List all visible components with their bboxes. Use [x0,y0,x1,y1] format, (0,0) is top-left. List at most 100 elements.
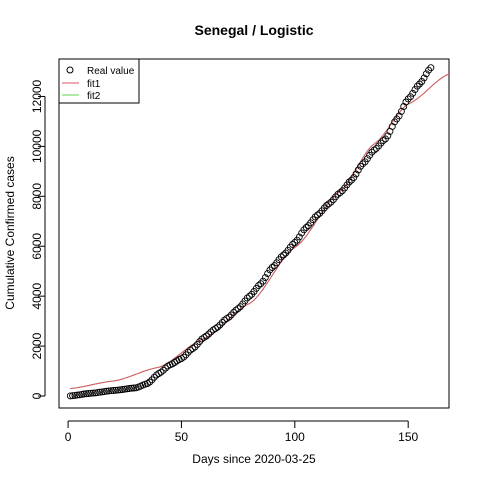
data-point [261,274,269,282]
y-tick-label: 0 [30,392,44,399]
data-point [230,308,238,316]
data-point [202,332,210,340]
data-point [130,384,138,392]
legend-marker-real [66,66,74,74]
data-point [150,373,158,381]
data-point [207,328,215,336]
data-point [368,148,376,156]
data-points [66,64,435,400]
data-point [225,313,233,321]
data-point [96,388,104,396]
data-point [75,391,83,399]
data-point [354,166,362,174]
data-point [218,318,226,326]
data-point [80,390,88,398]
data-point [116,386,124,394]
data-point [94,389,101,397]
legend-label-fit2: fit2 [87,91,101,102]
data-point [409,89,417,97]
data-point [214,323,222,331]
legend-label-fit1: fit1 [87,79,101,90]
data-point [259,277,267,285]
data-point [105,387,113,395]
data-point [66,392,74,400]
data-point [91,389,99,397]
data-point [123,385,131,393]
data-point [119,386,126,393]
legend-box [58,58,140,104]
data-point [345,178,353,186]
data-point [300,226,308,234]
data-point [234,305,242,313]
data-point [411,86,419,94]
data-point [114,386,122,394]
data-point [427,64,435,72]
data-point [264,270,272,278]
data-point [266,266,274,274]
data-point [422,70,430,78]
data-point [404,95,412,103]
y-tick-label: 4000 [30,282,44,309]
series-line-fit1 [70,73,450,389]
data-point [71,391,79,399]
data-point [189,345,197,353]
y-axis-label: Cumulative Confirmed cases [3,156,17,309]
data-point [277,253,285,261]
data-point [255,282,262,290]
data-point [73,391,81,399]
data-point [162,364,170,372]
data-point [107,387,115,395]
data-point [87,389,95,397]
data-point [232,306,240,314]
data-point [379,137,387,145]
data-point [291,239,299,246]
series-line-fit2 [70,73,450,389]
x-axis-label: Days since 2020-03-25 [192,452,316,466]
fit-lines [70,73,450,389]
data-point [350,174,358,182]
data-point [112,386,120,394]
x-tick-label: 100 [285,430,305,444]
x-tick-label: 150 [398,430,418,444]
chart-title: Senegal / Logistic [194,22,313,38]
data-point [82,390,90,398]
data-point [363,155,371,163]
data-point [336,189,344,197]
data-point [157,368,165,376]
axes: 0 50 100 150 0 2000 4000 6000 8000 10000 12000 [30,79,419,444]
data-point [212,325,219,333]
data-point [384,132,392,140]
plot-frame [58,58,450,409]
y-tick-label: 8000 [30,183,44,210]
data-point [289,240,296,248]
data-point [89,389,97,397]
data-point [100,388,108,396]
y-tick-label: 10000 [30,129,44,163]
legend-label-real: Real value [87,66,135,77]
data-point [352,170,360,178]
data-point [325,200,333,208]
x-tick-label: 0 [65,430,72,444]
data-point [184,348,192,356]
data-point [420,74,428,82]
data-point [280,251,287,259]
data-point [243,294,251,302]
data-point [246,292,253,300]
data-point [370,146,378,154]
data-point [268,264,276,271]
data-point [323,202,331,209]
legend: Real value fit1 fit2 [58,58,140,104]
data-point [85,390,92,397]
data-point [311,213,319,221]
data-point [180,353,188,361]
data-point [103,387,111,395]
y-tick-label: 6000 [30,233,44,260]
data-point [418,78,426,85]
data-point [109,387,117,394]
data-point [128,384,136,392]
data-point [205,330,213,338]
data-point [334,190,342,198]
data-point [125,385,133,392]
y-tick-label: 2000 [30,332,44,359]
